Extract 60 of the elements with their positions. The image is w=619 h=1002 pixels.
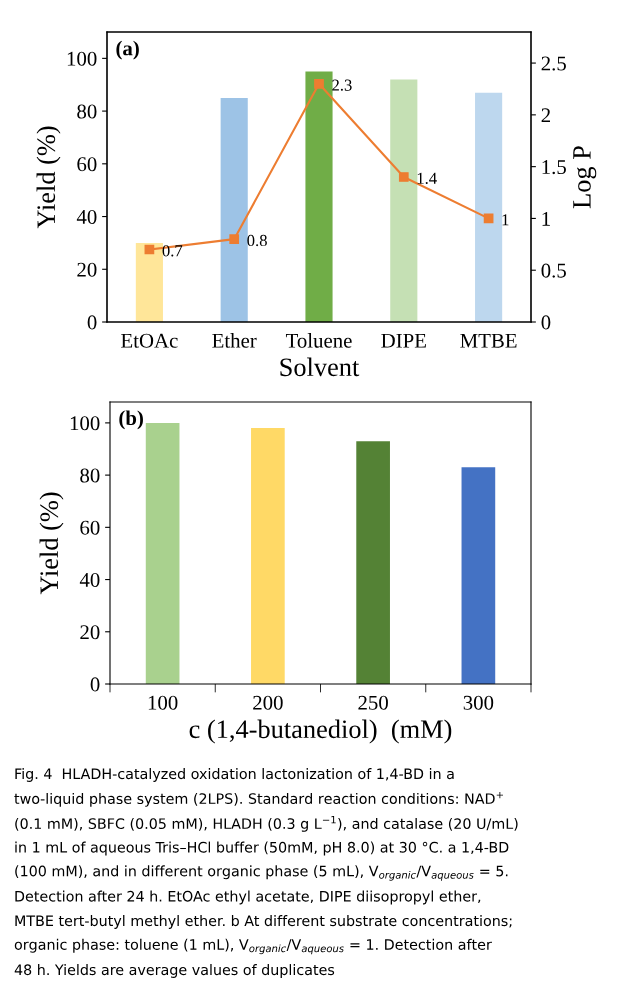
point <box>398 172 409 182</box>
text: in 1 mL of aqueous Tris–HCl buffer (50mM, pH 8.0) at 30 °C. a 1,4-BD <box>15 841 509 856</box>
data-label: 1.4 <box>417 172 437 185</box>
y2-tick-label: 1 <box>542 211 550 226</box>
point <box>314 78 324 89</box>
text: two-liquid phase system (2LPS). Standard reaction conditions: NAD$^{+}$ <box>14 792 504 807</box>
y-tick-label: 80 <box>80 468 100 483</box>
x-tick-label: MTBE <box>460 333 517 348</box>
x-axis-title: c (1,4-butanediol) (mM) <box>189 719 452 744</box>
text: MTBE tert-butyl methyl ether. b At different substrate concentrations; <box>15 915 512 929</box>
data-label: 0.7 <box>162 245 183 257</box>
annotation: (b) <box>119 410 143 430</box>
y-tick-label: 40 <box>76 209 97 224</box>
bar <box>145 422 180 684</box>
data-label: 1 <box>502 214 509 226</box>
x-tick-label: EtOAc <box>121 333 178 348</box>
bar <box>305 71 333 322</box>
x-tick-label: 100 <box>148 695 178 710</box>
y2-tick-label: 2 <box>541 108 550 123</box>
annotation: (a) <box>116 40 139 60</box>
text: 48 h. Yields are average values of duplicates <box>14 964 335 978</box>
y-tick-label: 20 <box>77 262 97 277</box>
text: (100 mM), and in different organic phase (5 mL), V$_{organic}$/V$_{aqueous}$ = 5. <box>15 865 508 881</box>
y2-tick-label: 1.5 <box>542 160 566 175</box>
y-tick-label: 100 <box>70 416 100 431</box>
bar <box>220 97 248 322</box>
x-tick-label: DIPE <box>381 333 426 348</box>
y-tick-label: 20 <box>80 625 100 640</box>
x-tick-label: Toluene <box>285 333 352 348</box>
y-tick-label: 100 <box>67 51 97 66</box>
bar <box>251 428 285 684</box>
y2-tick-label: 0 <box>541 315 551 330</box>
y-tick-label: 80 <box>77 104 97 119</box>
bar <box>461 467 496 684</box>
x-axis-title: Solvent <box>280 357 360 377</box>
x-tick-label: 250 <box>358 695 388 710</box>
y-tick-label: 60 <box>80 520 100 535</box>
bar <box>135 242 163 322</box>
caption: Fig. 4 HLADH-catalyzed oxidation lactonization of 1,4-BD in a <box>15 768 454 782</box>
text: Detection after 24 h. EtOAc ethyl acetate, DIPE diisopropyl ether, <box>15 890 481 905</box>
y-tick-label: 0 <box>90 677 100 692</box>
y2-axis-title: Log P <box>573 146 597 209</box>
bar <box>475 92 503 322</box>
x-tick-label: Ether <box>212 333 257 348</box>
x-tick-label: 300 <box>463 695 494 710</box>
text: (0.1 mM), SBFC (0.05 mM), HLADH (0.3 g L$^{−1}$), and catalase (20 U/mL) <box>15 816 518 832</box>
y-axis-title: Yield (%) <box>36 126 61 229</box>
y-tick-label: 60 <box>77 157 97 172</box>
data-label: 0.8 <box>247 234 267 247</box>
y2-tick-label: 0.5 <box>541 263 566 278</box>
y-tick-label: 0 <box>87 315 97 330</box>
bar <box>356 441 390 684</box>
y-tick-label: 40 <box>79 572 100 587</box>
point <box>229 234 240 245</box>
data-label: 2.3 <box>332 79 352 91</box>
y2-tick-label: 2.5 <box>541 56 566 71</box>
y-axis-title: Yield (%) <box>39 492 64 595</box>
bar <box>390 79 418 322</box>
x-tick-label: 200 <box>253 695 283 710</box>
text: organic phase: toluene (1 mL), V$_{organic}$/V$_{aqueous}$ = 1. Detection after <box>14 938 492 955</box>
